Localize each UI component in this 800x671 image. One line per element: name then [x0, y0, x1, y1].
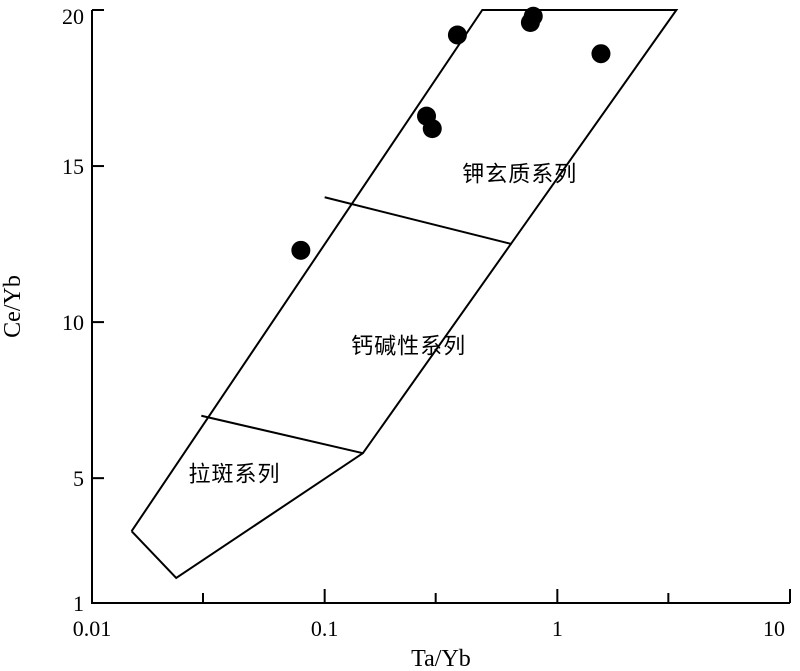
x-tick-label: 10 [763, 616, 785, 641]
x-tick-label: 0.1 [311, 616, 339, 641]
data-points [291, 6, 611, 260]
y-tick-label: 15 [62, 154, 84, 179]
y-tick-label: 5 [73, 466, 84, 491]
x-tick-label: 1 [552, 616, 563, 641]
region-label: 钙碱性系列 [351, 334, 466, 359]
field-divider-line [201, 414, 364, 455]
y-tick-label: 1 [73, 591, 84, 616]
data-point [422, 119, 442, 139]
region-label: 钾玄质系列 [462, 163, 577, 188]
y-axis-title: Ce/Yb [0, 275, 26, 338]
axes [91, 10, 790, 604]
x-axis-title: Ta/Yb [411, 646, 471, 671]
x-tick-label: 0.01 [73, 616, 112, 641]
y-tick-label: 20 [62, 4, 84, 29]
field-divider-line [324, 196, 513, 246]
data-point [523, 6, 543, 26]
y-tick-label: 10 [62, 310, 84, 335]
data-point [291, 240, 311, 260]
region-label: 拉斑系列 [189, 462, 281, 487]
field-outline [130, 9, 679, 580]
field-boundaries [130, 9, 679, 580]
data-point [591, 44, 611, 64]
data-point [447, 25, 467, 45]
